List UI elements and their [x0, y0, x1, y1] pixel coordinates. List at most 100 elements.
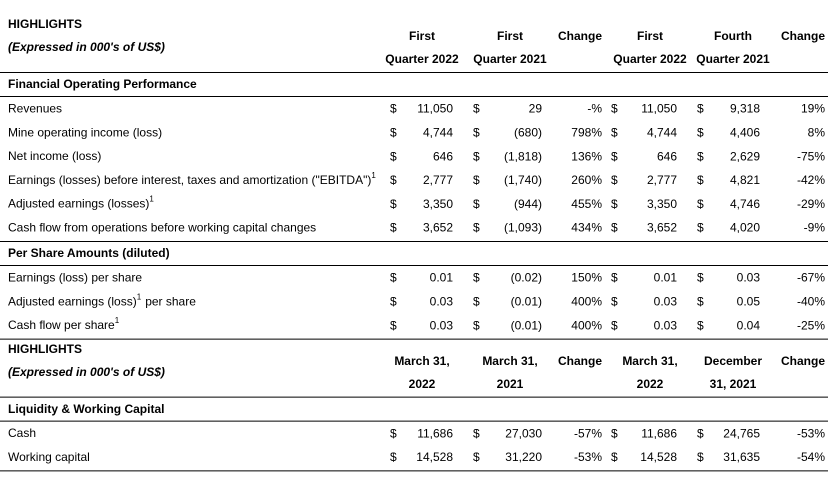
column-header: 2021: [497, 377, 524, 391]
cell-value: 0.01: [430, 271, 454, 285]
currency-symbol: $: [611, 149, 618, 163]
column-header: First: [409, 29, 435, 43]
cell-value: 0.03: [654, 294, 678, 308]
cell-value: 27,030: [505, 426, 542, 440]
column-header: Change: [558, 354, 602, 368]
column-header: Change: [781, 354, 825, 368]
footnote-mark: 1: [115, 316, 120, 325]
currency-symbol: $: [390, 221, 397, 235]
cell-value: -53%: [797, 426, 825, 440]
currency-symbol: $: [473, 125, 480, 139]
label-text: Adjusted earnings (loss): [8, 294, 137, 308]
cell-value: (0.01): [511, 294, 542, 308]
cell-value: 31,635: [723, 450, 760, 464]
cell-value: 2,777: [647, 173, 677, 187]
column-header: 2022: [409, 377, 436, 391]
column-header: First: [637, 29, 663, 43]
column-header: Fourth: [714, 29, 752, 43]
cell-value: 29: [529, 102, 543, 116]
row-label: Cash flow per share1: [8, 316, 120, 332]
currency-symbol: $: [611, 426, 618, 440]
currency-symbol: $: [697, 173, 704, 187]
column-header: 2022: [637, 377, 664, 391]
label-text: Cash: [8, 426, 36, 440]
cell-value: (680): [514, 125, 542, 139]
row-label: Adjusted earnings (loss)1 per share: [8, 292, 196, 308]
row-label: Net income (loss): [8, 149, 101, 163]
cell-value: 3,652: [647, 221, 677, 235]
label-text: Net income (loss): [8, 149, 101, 163]
cell-value: (1,740): [504, 173, 542, 187]
currency-symbol: $: [697, 149, 704, 163]
cell-value: 646: [433, 149, 453, 163]
footnote-mark: 1: [371, 171, 376, 180]
cell-value: 4,406: [730, 125, 760, 139]
currency-symbol: $: [390, 125, 397, 139]
currency-symbol: $: [697, 426, 704, 440]
currency-symbol: $: [611, 318, 618, 332]
footnote-mark: 1: [149, 195, 154, 204]
cell-value: -53%: [574, 450, 602, 464]
cell-value: 0.03: [430, 318, 454, 332]
label-text: Adjusted earnings (losses): [8, 197, 149, 211]
column-header: Quarter 2021: [696, 52, 770, 66]
cell-value: -25%: [797, 318, 825, 332]
cell-value: -54%: [797, 450, 825, 464]
cell-value: 0.03: [737, 271, 761, 285]
cell-value: 11,050: [417, 102, 453, 116]
cell-value: (0.01): [511, 318, 542, 332]
currency-symbol: $: [611, 450, 618, 464]
cell-value: -%: [587, 102, 602, 116]
column-header: March 31,: [622, 354, 677, 368]
currency-symbol: $: [611, 294, 618, 308]
cell-value: 400%: [571, 318, 602, 332]
cell-value: 11,686: [641, 426, 677, 440]
cell-value: 4,744: [647, 125, 677, 139]
cell-value: -40%: [797, 294, 825, 308]
cell-value: (0.02): [511, 271, 542, 285]
block-title: HIGHLIGHTS: [8, 342, 82, 356]
currency-symbol: $: [473, 271, 480, 285]
cell-value: 0.04: [737, 318, 761, 332]
cell-value: 260%: [571, 173, 602, 187]
cell-value: 0.03: [654, 318, 678, 332]
block-subtitle: (Expressed in 000's of US$): [8, 40, 165, 54]
row-label: Adjusted earnings (losses)1: [8, 195, 154, 211]
cell-value: (1,093): [504, 221, 542, 235]
cell-value: 2,629: [730, 149, 760, 163]
cell-value: (1,818): [504, 149, 542, 163]
cell-value: 14,528: [416, 450, 453, 464]
column-header: Quarter 2022: [613, 52, 687, 66]
cell-value: 4,744: [423, 125, 453, 139]
currency-symbol: $: [473, 426, 480, 440]
currency-symbol: $: [473, 294, 480, 308]
currency-symbol: $: [473, 450, 480, 464]
cell-value: 2,777: [423, 173, 453, 187]
cell-value: 19%: [801, 102, 825, 116]
currency-symbol: $: [697, 221, 704, 235]
cell-value: 136%: [571, 149, 602, 163]
cell-value: 0.01: [654, 271, 678, 285]
label-text: Working capital: [8, 450, 90, 464]
section-heading: Financial Operating Performance: [8, 77, 197, 91]
cell-value: 455%: [571, 197, 602, 211]
row-label: Earnings (losses) before interest, taxes…: [8, 171, 376, 187]
cell-value: 646: [657, 149, 677, 163]
currency-symbol: $: [390, 173, 397, 187]
column-header: Quarter 2021: [473, 52, 547, 66]
cell-value: 0.03: [430, 294, 454, 308]
row-label: Cash: [8, 426, 36, 440]
currency-symbol: $: [611, 271, 618, 285]
cell-value: 14,528: [640, 450, 677, 464]
cell-value: -42%: [797, 173, 825, 187]
currency-symbol: $: [390, 294, 397, 308]
cell-value: (944): [514, 197, 542, 211]
label-text: Earnings (losses) before interest, taxes…: [8, 173, 371, 187]
column-header: March 31,: [394, 354, 449, 368]
currency-symbol: $: [390, 149, 397, 163]
cell-value: 798%: [571, 125, 602, 139]
column-header: Change: [558, 29, 602, 43]
currency-symbol: $: [390, 318, 397, 332]
row-label: Mine operating income (loss): [8, 125, 162, 139]
footnote-mark: 1: [137, 292, 142, 301]
